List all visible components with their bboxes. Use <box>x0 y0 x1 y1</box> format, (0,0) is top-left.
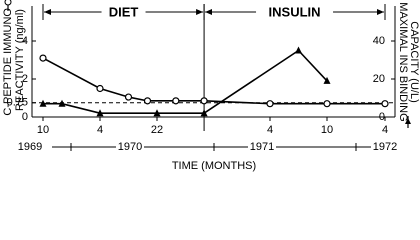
legend-triangle <box>405 116 411 128</box>
point <box>39 99 47 107</box>
legend-circle <box>4 0 12 11</box>
year-bg <box>16 141 44 153</box>
x-tick-label: 10 <box>321 124 333 136</box>
point <box>96 109 104 117</box>
x-tick-label: 4 <box>267 124 273 136</box>
point <box>381 100 389 108</box>
phase-bg <box>101 4 146 20</box>
x-tick-label: 22 <box>151 124 163 136</box>
point <box>266 100 274 108</box>
x-tick-label: 4 <box>382 124 388 136</box>
year-bg <box>248 141 276 153</box>
point <box>200 97 208 105</box>
phase-label: INSULIN <box>269 4 321 19</box>
y-tick-label: 4 <box>22 35 28 47</box>
x-tick-label: 10 <box>37 124 49 136</box>
year-bg <box>116 141 144 153</box>
point <box>39 54 47 62</box>
y2-title-line: MAXIMAL INS BINDING <box>397 2 409 121</box>
series-line <box>42 57 385 105</box>
point <box>143 97 152 105</box>
y-title-line: C-PEPTIDE IMMUNO- <box>2 4 14 116</box>
year-label: 1969 <box>18 141 42 153</box>
point <box>323 100 331 108</box>
point <box>200 109 208 117</box>
year-label: 1972 <box>373 141 397 153</box>
x-title: TIME (MONTHS) <box>172 160 256 172</box>
y2-tick-label: 40 <box>373 35 385 47</box>
year-bg <box>371 141 399 153</box>
point <box>172 97 180 105</box>
point <box>295 46 302 54</box>
y-tick-label: 2 <box>22 73 28 85</box>
year-label: 1971 <box>250 141 274 153</box>
y-tick-label: 0 <box>22 111 28 123</box>
phase-bg <box>256 4 334 20</box>
y2-title-line: CAPACITY (U/L) <box>408 21 420 103</box>
point <box>124 93 133 101</box>
y-tick-label: 0.75 <box>7 97 28 109</box>
chart: C-PEPTIDE IMMUNO- REACTIVITY (ng/ml) MAX… <box>2 0 420 172</box>
point <box>323 76 331 84</box>
y2-tick-label: 20 <box>373 73 385 85</box>
point <box>58 99 66 107</box>
y-title-line: REACTIVITY (ng/ml) <box>14 9 26 111</box>
phase-label: DIET <box>109 4 139 19</box>
point <box>153 109 161 117</box>
x-tick-label: 4 <box>97 124 103 136</box>
year-label: 1970 <box>118 141 142 153</box>
y2-tick-label: 0 <box>379 111 385 123</box>
point <box>96 84 104 93</box>
